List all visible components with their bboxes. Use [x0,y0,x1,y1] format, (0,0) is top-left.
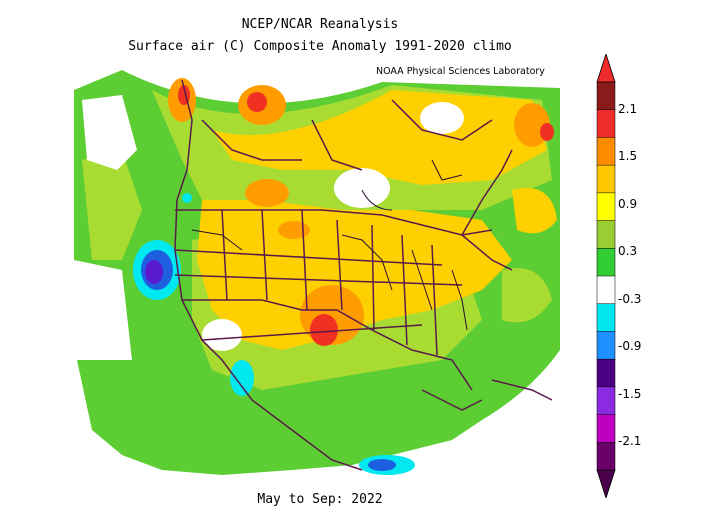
colorbar-tick-label: -0.9 [618,339,642,354]
credit-label: NOAA Physical Sciences Laboratory [376,66,545,77]
colorbar-segment [596,358,616,388]
colorbar-segment [596,137,616,166]
anomaly-map [74,60,560,475]
colorbar-segment [596,81,616,111]
colorbar-segment [596,414,616,444]
country-borders [174,79,553,471]
colorbar-tick-label: 2.1 [618,101,638,116]
colorbar-segment [596,220,616,250]
colorbar-tick-label: 0.9 [618,196,638,211]
state-borders [191,159,468,331]
colorbar [596,54,616,498]
colorbar-segment [596,192,616,222]
yellow-north [212,90,547,185]
date-range: May to Sep: 2022 [257,492,383,507]
colorbar-segment [596,442,616,471]
colorbar-segment [596,275,616,305]
colorbar-segment [596,386,616,416]
yellow-central [197,200,512,350]
colorbar-segment [596,303,616,333]
light-green-west [82,150,142,260]
hotspot-west-canada [245,179,289,207]
colorbar-tick-label: 0.3 [618,244,638,259]
colorbar-tick-label: -0.3 [618,291,642,306]
colorbar-segment [596,164,616,194]
cold-spot-baja [230,360,254,396]
colorbar-segment [596,248,616,277]
colorbar-tick-label: -2.1 [618,434,642,449]
colorbar-segment [596,109,616,139]
colorbar-tick-label: -1.5 [618,386,642,401]
colorbar-tick-label: 1.5 [618,149,638,164]
chart-title: NCEP/NCAR Reanalysis [241,17,399,32]
colorbar-segment [596,331,616,360]
chart-subtitle: Surface air (C) Composite Anomaly 1991-2… [128,39,512,54]
neutral-hudson-west [334,168,390,208]
